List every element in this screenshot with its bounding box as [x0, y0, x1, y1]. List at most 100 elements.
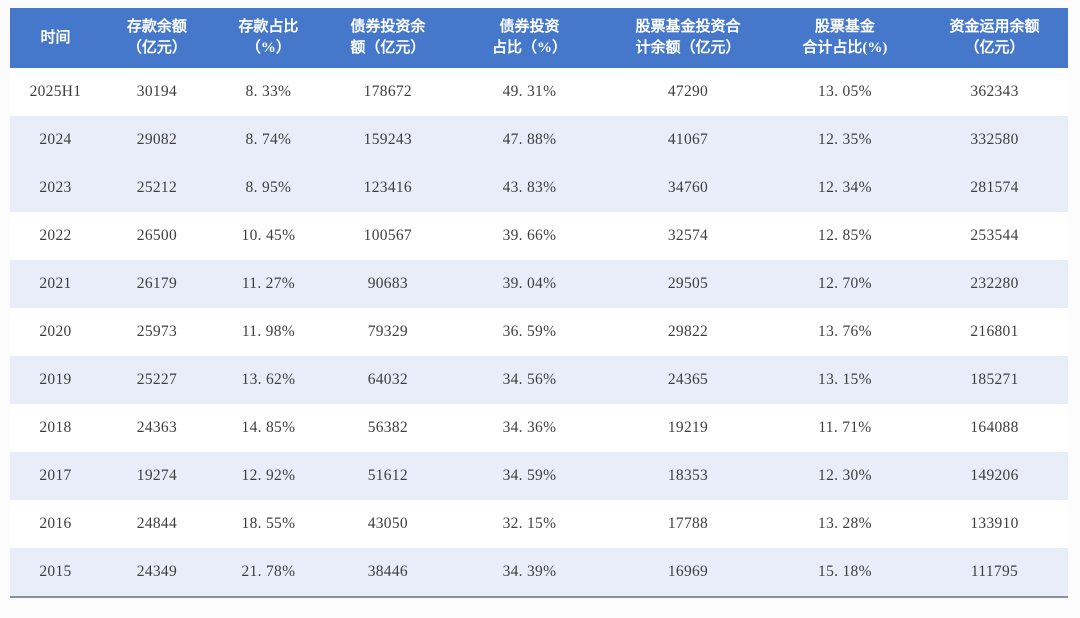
table-cell: 17788 [607, 500, 769, 548]
table-cell: 12. 85% [768, 212, 922, 260]
header-cell: 股票基金 合计占比(%) [768, 8, 922, 68]
table-cell: 11. 71% [768, 404, 922, 452]
table-cell: 43050 [323, 500, 452, 548]
table-cell: 21. 78% [212, 548, 324, 598]
table-row: 2016 24844 18. 55% 43050 32. 15% 17788 13. 28%… [10, 500, 1068, 548]
row-period-cell: 2024 [10, 116, 101, 164]
row-period-cell: 2025H1 [10, 68, 101, 116]
table-row: 2024 29082 8. 74% 159243 47. 88% 41067 12. 35%… [10, 116, 1068, 164]
table-cell: 19274 [100, 452, 213, 500]
table-cell: 111795 [921, 548, 1068, 598]
table-cell: 159243 [323, 116, 452, 164]
table-cell: 16969 [607, 548, 769, 598]
table-cell: 8. 95% [212, 164, 324, 212]
table-row: 2020 25973 11. 98% 79329 36. 59% 29822 13. 76%… [10, 308, 1068, 356]
table-cell: 12. 92% [212, 452, 324, 500]
row-period-cell: 2023 [10, 164, 101, 212]
table-row: 2019 25227 13. 62% 64032 34. 56% 24365 13. 15%… [10, 356, 1068, 404]
table-cell: 51612 [323, 452, 452, 500]
fund-usage-table-container: 时间 存款余额 （亿元） 存款占比 （%） 债券投资余 额（亿元） 债券投资 占比（%）… [10, 8, 1068, 598]
table-cell: 18353 [607, 452, 769, 500]
table-row: 2022 26500 10. 45% 100567 39. 66% 32574 12. 85… [10, 212, 1068, 260]
table-cell: 49. 31% [451, 68, 608, 116]
row-period-cell: 2022 [10, 212, 101, 260]
header-cell: 债券投资 占比（%） [451, 8, 608, 68]
row-period-cell: 2018 [10, 404, 101, 452]
table-cell: 178672 [323, 68, 452, 116]
header-cell: 债券投资余 额（亿元） [323, 8, 452, 68]
table-cell: 39. 04% [451, 260, 608, 308]
row-period-cell: 2020 [10, 308, 101, 356]
row-period-cell: 2019 [10, 356, 101, 404]
table-cell: 30194 [100, 68, 213, 116]
table-cell: 15. 18% [768, 548, 922, 598]
table-cell: 123416 [323, 164, 452, 212]
table-cell: 100567 [323, 212, 452, 260]
table-cell: 34. 39% [451, 548, 608, 598]
header-row: 时间 存款余额 （亿元） 存款占比 （%） 债券投资余 额（亿元） 债券投资 占比（%）… [10, 8, 1068, 68]
table-cell: 19219 [607, 404, 769, 452]
table-cell: 253544 [921, 212, 1068, 260]
table-cell: 47290 [607, 68, 769, 116]
table-cell: 25973 [100, 308, 213, 356]
table-row: 2023 25212 8. 95% 123416 43. 83% 34760 12. 34%… [10, 164, 1068, 212]
header-cell: 存款余额 （亿元） [100, 8, 213, 68]
table-cell: 29082 [100, 116, 213, 164]
table-cell: 332580 [921, 116, 1068, 164]
table-cell: 34. 56% [451, 356, 608, 404]
table-cell: 64032 [323, 356, 452, 404]
table-cell: 11. 27% [212, 260, 324, 308]
table-cell: 32. 15% [451, 500, 608, 548]
table-cell: 10. 45% [212, 212, 324, 260]
table-cell: 34760 [607, 164, 769, 212]
table-cell: 185271 [921, 356, 1068, 404]
table-cell: 13. 62% [212, 356, 324, 404]
table-cell: 149206 [921, 452, 1068, 500]
table-cell: 13. 28% [768, 500, 922, 548]
table-cell: 24844 [100, 500, 213, 548]
table-cell: 12. 30% [768, 452, 922, 500]
table-cell: 13. 05% [768, 68, 922, 116]
table-cell: 36. 59% [451, 308, 608, 356]
table-cell: 13. 76% [768, 308, 922, 356]
table-row: 2017 19274 12. 92% 51612 34. 59% 18353 12. 30%… [10, 452, 1068, 500]
table-cell: 25212 [100, 164, 213, 212]
table-row: 2015 24349 21. 78% 38446 34. 39% 16969 15. 18%… [10, 548, 1068, 598]
row-period-cell: 2015 [10, 548, 101, 598]
table-cell: 29822 [607, 308, 769, 356]
row-period-cell: 2017 [10, 452, 101, 500]
table-cell: 56382 [323, 404, 452, 452]
row-period-cell: 2016 [10, 500, 101, 548]
table-cell: 38446 [323, 548, 452, 598]
table-cell: 13. 15% [768, 356, 922, 404]
table-cell: 41067 [607, 116, 769, 164]
table-cell: 8. 74% [212, 116, 324, 164]
table-cell: 26500 [100, 212, 213, 260]
table-row: 2018 24363 14. 85% 56382 34. 36% 19219 11. 71%… [10, 404, 1068, 452]
table-cell: 24365 [607, 356, 769, 404]
table-cell: 25227 [100, 356, 213, 404]
table-cell: 281574 [921, 164, 1068, 212]
table-row: 2021 26179 11. 27% 90683 39. 04% 29505 12. 70%… [10, 260, 1068, 308]
table-cell: 24349 [100, 548, 213, 598]
header-cell: 资金运用余额 （亿元） [921, 8, 1068, 68]
table-cell: 34. 59% [451, 452, 608, 500]
table-cell: 8. 33% [212, 68, 324, 116]
table-cell: 133910 [921, 500, 1068, 548]
table-cell: 34. 36% [451, 404, 608, 452]
table-cell: 12. 70% [768, 260, 922, 308]
table-header: 时间 存款余额 （亿元） 存款占比 （%） 债券投资余 额（亿元） 债券投资 占比（%）… [10, 8, 1068, 68]
table-cell: 11. 98% [212, 308, 324, 356]
header-cell: 存款占比 （%） [212, 8, 324, 68]
table-cell: 12. 34% [768, 164, 922, 212]
table-cell: 26179 [100, 260, 213, 308]
table-row: 2025H1 30194 8. 33% 178672 49. 31% 47290 13. 0… [10, 68, 1068, 116]
table-cell: 90683 [323, 260, 452, 308]
header-cell: 股票基金投资合 计余额（亿元） [607, 8, 769, 68]
table-cell: 32574 [607, 212, 769, 260]
table-cell: 18. 55% [212, 500, 324, 548]
row-period-cell: 2021 [10, 260, 101, 308]
table-cell: 47. 88% [451, 116, 608, 164]
table-cell: 24363 [100, 404, 213, 452]
table-cell: 39. 66% [451, 212, 608, 260]
